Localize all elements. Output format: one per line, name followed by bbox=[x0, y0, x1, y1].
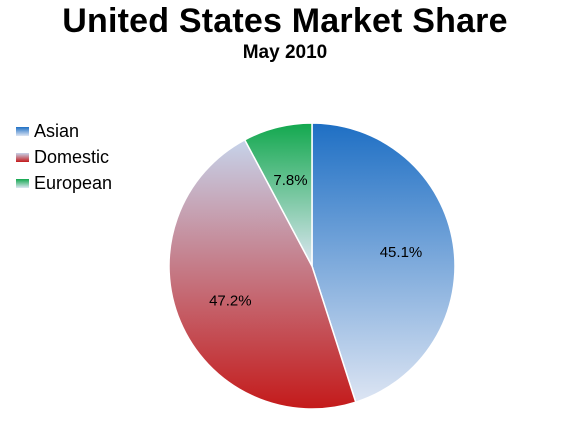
chart-subtitle: May 2010 bbox=[242, 42, 328, 63]
legend-label-european: European bbox=[34, 172, 113, 193]
legend-swatch-asian bbox=[16, 126, 29, 136]
legend-label-domestic: Domestic bbox=[34, 146, 110, 167]
legend-item-european: European bbox=[16, 170, 112, 196]
legend-label-asian: Asian bbox=[34, 120, 80, 141]
slice-label-domestic: 47.2% bbox=[209, 293, 252, 310]
legend-swatch-european bbox=[16, 178, 29, 188]
chart-title: United States Market Share bbox=[62, 2, 508, 40]
legend-swatch-domestic bbox=[16, 152, 29, 162]
legend-item-domestic: Domestic bbox=[16, 144, 112, 170]
pie-slices bbox=[168, 122, 456, 410]
slice-label-european: 7.8% bbox=[273, 172, 307, 189]
legend: Asian Domestic European bbox=[16, 118, 112, 196]
pie-labels: 45.1% 47.2% 7.8% bbox=[209, 172, 422, 310]
pie-slice-domestic bbox=[168, 138, 357, 410]
slice-label-asian: 45.1% bbox=[380, 244, 423, 261]
pie-slice-asian bbox=[311, 122, 456, 404]
pie-slice-european bbox=[243, 122, 313, 267]
legend-item-asian: Asian bbox=[16, 118, 112, 144]
